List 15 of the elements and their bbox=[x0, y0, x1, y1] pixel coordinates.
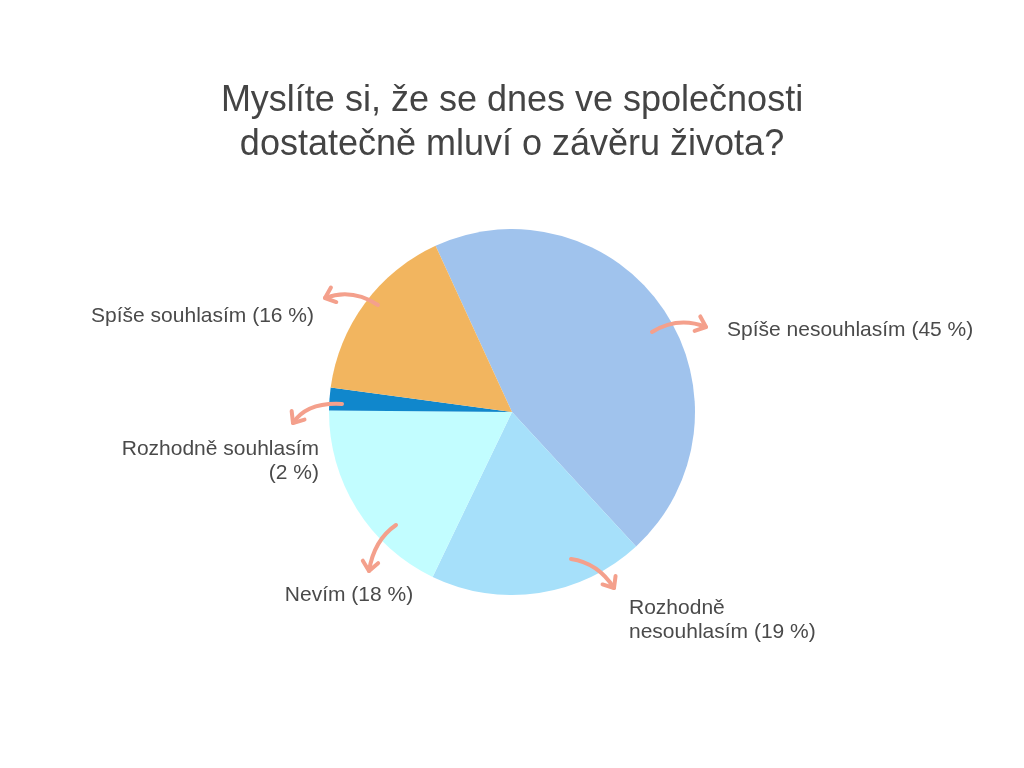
slice-label: Spíše souhlasím bbox=[91, 303, 247, 326]
chart-title: Myslíte si, že se dnes ve společnosti dostatečně mluví o závěru života? bbox=[220, 78, 804, 163]
pie-slice bbox=[432, 412, 637, 595]
pie-slice bbox=[329, 410, 512, 577]
data-label: (16 %) bbox=[252, 303, 315, 326]
data-label: (19 %) bbox=[753, 619, 816, 642]
pie-slice bbox=[435, 229, 695, 547]
slice-label: Rozhodně nesouhlasím bbox=[629, 595, 749, 642]
data-label: (45 %) bbox=[911, 317, 974, 340]
data-label: (18 %) bbox=[351, 582, 414, 605]
pie-slice bbox=[330, 245, 512, 412]
slice-label: Nevím bbox=[284, 582, 346, 605]
data-label: (2 %) bbox=[268, 460, 320, 483]
slice-label: Rozhodně souhlasím bbox=[121, 436, 320, 459]
slice-label: Spíše nesouhlasím bbox=[727, 317, 906, 340]
